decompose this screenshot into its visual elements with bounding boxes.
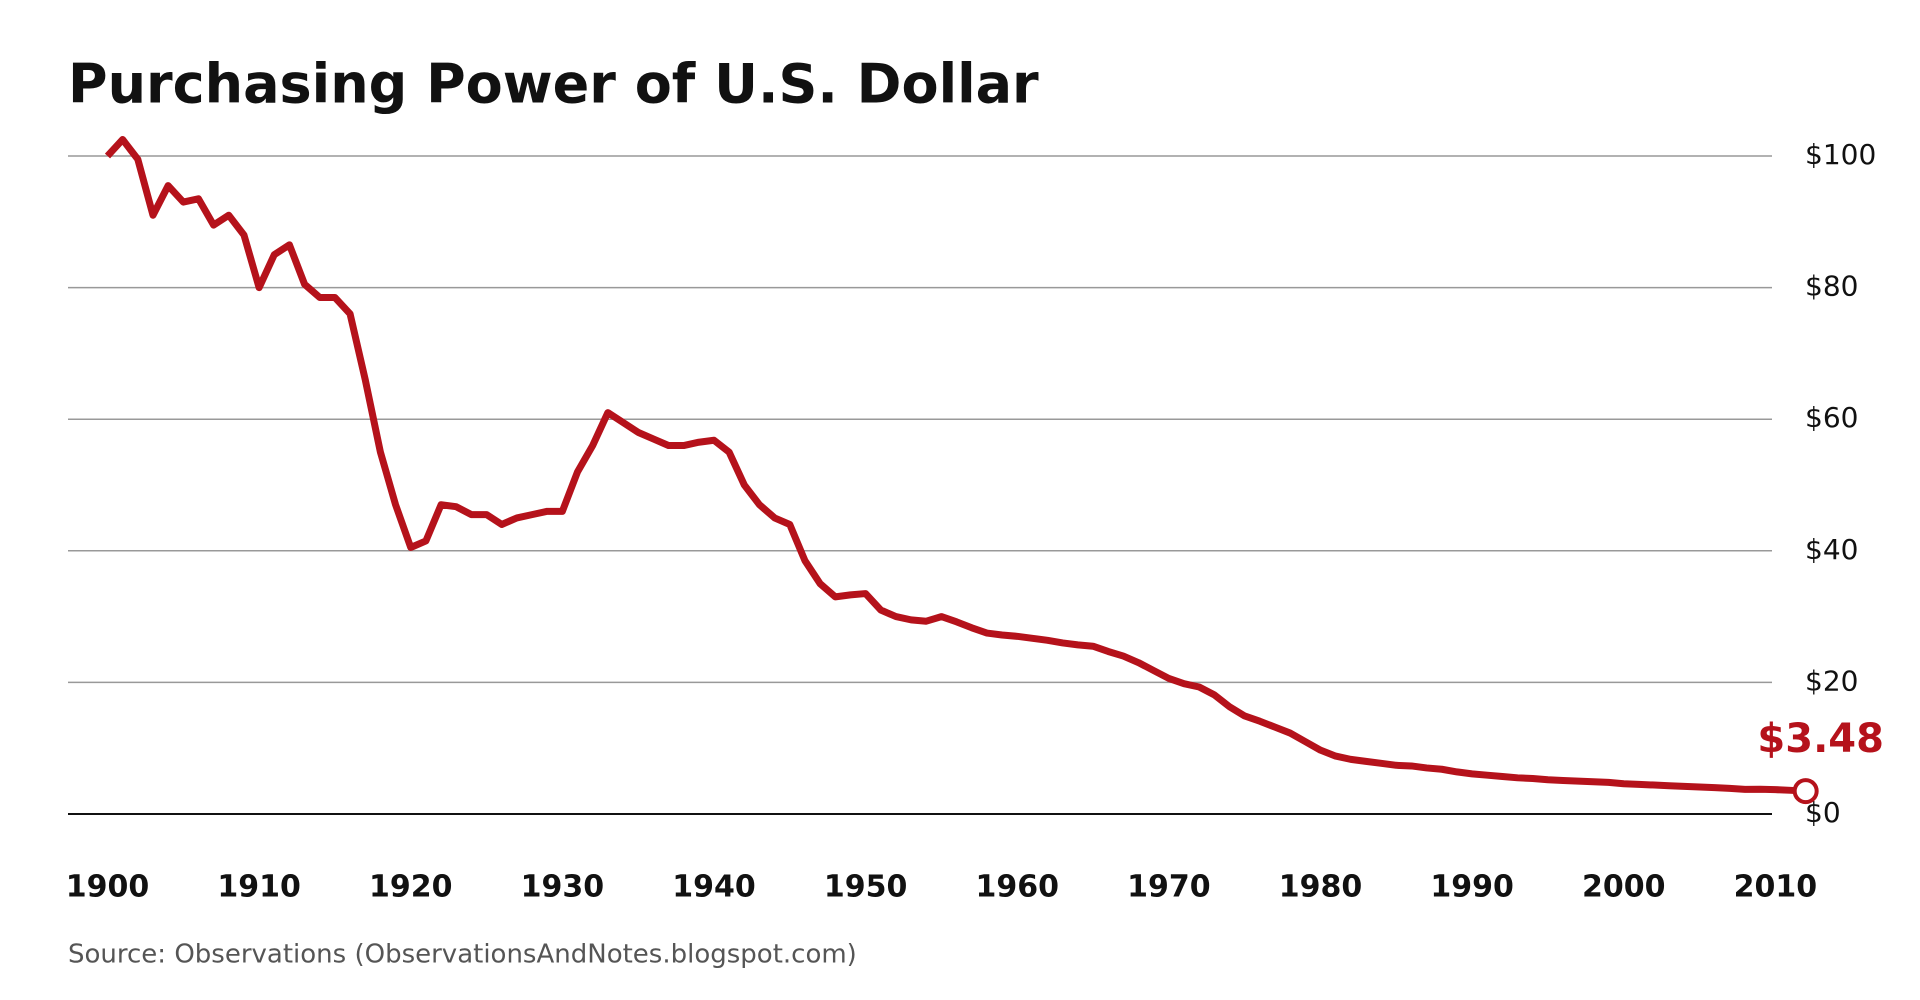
x-tick-label: 2000 [1582,870,1666,905]
y-tick-label: $80 [1805,270,1858,303]
x-tick-label: 1920 [369,870,453,905]
x-tick-label: 2010 [1734,870,1818,905]
x-tick-label: 1970 [1127,870,1211,905]
y-tick-label: $100 [1805,138,1876,171]
x-tick-label: 1910 [217,870,301,905]
x-tick-label: 1980 [1279,870,1363,905]
source: Source: Observations (ObservationsAndNot… [68,940,857,970]
x-tick-label: 1960 [975,870,1059,905]
x-tick-label: 1940 [672,870,756,905]
data-line [104,136,1806,795]
x-tick-label: 1950 [824,870,908,905]
end-annotation: $3.48 [1757,716,1884,762]
y-tick-label: $20 [1805,664,1858,697]
y-tick-label: $40 [1805,533,1858,566]
x-tick-label: 1990 [1430,870,1514,905]
end-marker [1792,778,1819,805]
x-tick-label: 1930 [521,870,605,905]
x-tick-label: 1900 [66,870,150,905]
y-tick-label: $60 [1805,401,1858,434]
chart-title: Purchasing Power of U.S. Dollar [68,53,1039,116]
